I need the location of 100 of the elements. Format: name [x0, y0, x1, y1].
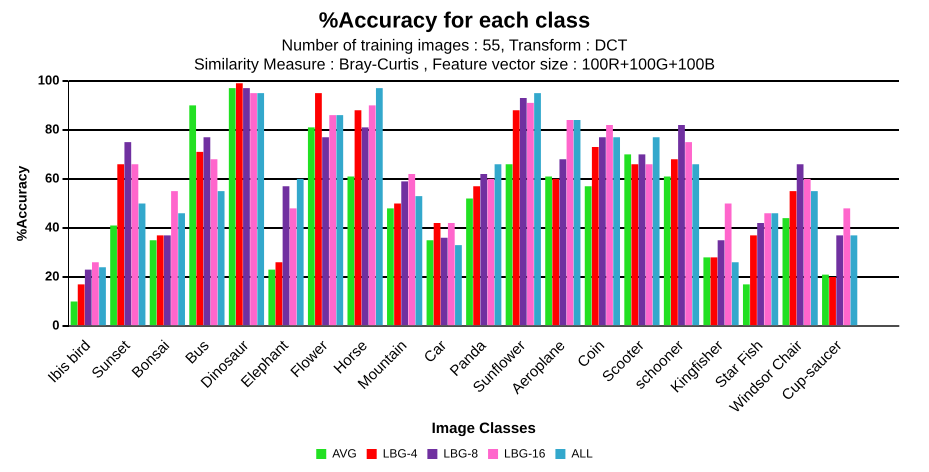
bar — [678, 124, 685, 326]
bar — [692, 164, 700, 326]
bar — [527, 102, 534, 326]
bar — [512, 110, 520, 326]
bar — [268, 270, 276, 326]
bar — [652, 137, 660, 326]
y-tick-label: 60 — [45, 170, 60, 186]
bar — [545, 176, 552, 326]
chart-subtitle: Number of training images : 55, Transform : DCT Similarity Measure : Bray-Curtis , Feature vector size : 100R+100G+100B — [194, 37, 716, 74]
bar — [646, 164, 652, 326]
bar — [664, 176, 671, 326]
bar — [329, 115, 336, 326]
bar — [638, 154, 646, 326]
bar — [387, 208, 394, 326]
bar — [804, 178, 811, 326]
bar — [150, 240, 157, 326]
bar — [315, 93, 322, 326]
legend-label: AVG — [332, 446, 357, 460]
bar — [829, 277, 836, 326]
legend-label: ALL — [571, 446, 594, 460]
chart-title: %Accuracy for each class — [318, 7, 590, 32]
bar — [78, 284, 85, 326]
bar — [282, 186, 290, 326]
bar — [156, 235, 164, 326]
legend-label: LBG-8 — [443, 446, 478, 460]
x-tick-label: Coin — [574, 337, 608, 372]
bar — [189, 105, 196, 326]
bar — [368, 105, 376, 326]
bar — [394, 203, 401, 326]
y-tick-label: 0 — [52, 318, 60, 333]
bar — [228, 88, 236, 326]
y-tick-label: 80 — [45, 121, 60, 136]
bar — [448, 223, 455, 326]
bar — [599, 137, 606, 326]
bar — [99, 267, 106, 326]
bar — [520, 98, 527, 326]
bar — [718, 240, 724, 326]
bar — [257, 93, 264, 326]
bar — [455, 245, 462, 326]
bar — [408, 174, 416, 326]
bar — [566, 120, 574, 326]
bar — [276, 262, 282, 326]
bar — [92, 262, 99, 326]
bar — [843, 208, 850, 326]
bar — [850, 235, 858, 326]
bar — [796, 164, 804, 326]
bar — [308, 127, 315, 326]
bar — [466, 198, 473, 326]
bar — [742, 284, 750, 326]
bar — [416, 196, 422, 326]
bar — [757, 223, 764, 326]
bar — [624, 154, 632, 326]
bar — [613, 137, 620, 326]
bar — [426, 240, 434, 326]
bar — [171, 191, 178, 326]
bar — [290, 208, 297, 326]
bar — [250, 93, 257, 326]
bar — [552, 178, 560, 326]
bar — [480, 174, 488, 326]
bar — [296, 178, 304, 326]
bar — [732, 262, 739, 326]
bar — [336, 115, 344, 326]
bar — [670, 159, 678, 326]
bar — [236, 83, 243, 326]
bar — [178, 213, 185, 326]
bar — [764, 213, 772, 326]
bar — [494, 164, 502, 326]
bar — [70, 302, 78, 326]
bar — [559, 159, 566, 326]
bar — [376, 88, 383, 326]
bar — [204, 137, 210, 326]
bar — [117, 164, 124, 326]
legend-label: LBG-16 — [504, 446, 546, 460]
bar — [138, 203, 146, 326]
bar — [703, 257, 710, 326]
bar — [132, 164, 138, 326]
bar — [243, 88, 250, 326]
bar — [487, 178, 494, 326]
bar — [84, 270, 92, 326]
bar — [124, 142, 132, 326]
bar — [196, 152, 204, 326]
bar — [592, 147, 599, 326]
bar — [218, 191, 225, 326]
bar — [710, 257, 718, 326]
bar — [210, 159, 218, 326]
bar — [506, 164, 512, 326]
bar — [534, 93, 541, 326]
bar — [685, 142, 692, 326]
bar — [347, 176, 354, 326]
bar — [354, 110, 362, 326]
bar — [584, 186, 592, 326]
y-tick-label: 100 — [38, 72, 60, 88]
bar — [164, 235, 171, 326]
x-axis-title: Image Classes — [432, 420, 536, 438]
bar — [574, 120, 580, 326]
bar — [822, 274, 829, 326]
bar — [631, 164, 638, 326]
bar — [782, 218, 790, 326]
legend-label: LBG-4 — [382, 446, 418, 460]
bar — [771, 213, 778, 326]
